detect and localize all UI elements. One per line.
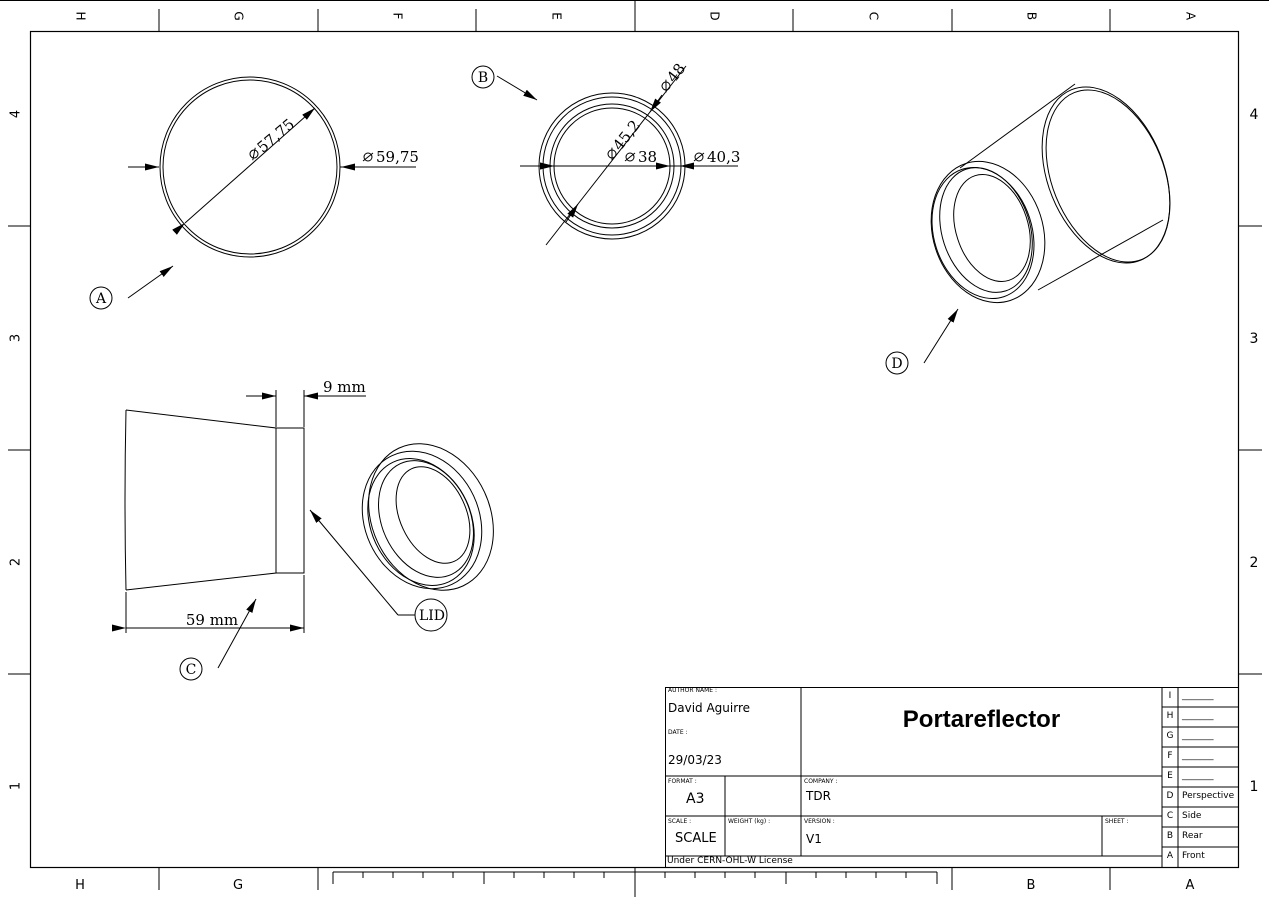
revision-letter-A: A	[1166, 851, 1174, 861]
bottom-col-A: A	[1186, 878, 1195, 893]
top-column-labels: H G F E D C B A	[74, 11, 1198, 21]
diameter-symbol-icon	[363, 152, 373, 162]
view-b-rear	[471, 65, 738, 246]
view-d-perspective	[885, 83, 1171, 375]
dim-38-text: 38	[638, 148, 657, 166]
bottom-col-H: H	[75, 878, 85, 893]
left-row-3: 3	[9, 334, 24, 342]
dim-59mm-text: 59 mm	[186, 611, 238, 629]
view-a-labels: 57,75 59,75 A	[95, 115, 419, 307]
dim-59-75-text: 59,75	[376, 148, 419, 166]
view-c-side	[112, 390, 366, 681]
dim-57-75-text: 57,75	[254, 115, 298, 156]
top-col-B: B	[1025, 12, 1039, 20]
left-row-2: 2	[9, 558, 24, 566]
view-lid	[309, 443, 494, 632]
revision-letter-I: I	[1168, 691, 1172, 701]
revision-letter-D: D	[1166, 791, 1174, 801]
dim-diameter-57-75: 57,75	[249, 115, 298, 161]
bottom-col-G: G	[233, 878, 243, 893]
diameter-symbol-icon	[694, 152, 704, 162]
revision-text-G: _______	[1182, 731, 1214, 741]
weight-label: WEIGHT (kg) :	[728, 818, 771, 825]
author-label: AUTHOR NAME :	[668, 687, 717, 694]
date-value: 29/03/23	[668, 753, 722, 767]
dim-9mm-text: 9 mm	[323, 378, 366, 396]
revision-letter-B: B	[1166, 831, 1174, 841]
diameter-symbol-icon	[607, 149, 617, 159]
sheet-label: SHEET :	[1105, 818, 1129, 825]
revision-text-C: Side	[1182, 811, 1202, 821]
bottom-column-labels: H G B A	[75, 878, 1194, 893]
revision-text-H: _______	[1182, 711, 1214, 721]
right-row-1: 1	[1250, 779, 1259, 795]
left-row-4: 4	[9, 110, 24, 118]
dim-diameter-59-75: 59,75	[362, 148, 419, 166]
callout-d-label: D	[891, 356, 902, 372]
version-label: VERSION :	[804, 818, 835, 825]
company-value: TDR	[806, 789, 831, 803]
callout-c-label: C	[186, 662, 197, 678]
revision-text-E: _______	[1182, 771, 1214, 781]
title-block-frame	[665, 687, 1239, 868]
drawing-title: Portareflector	[902, 706, 1061, 733]
left-row-labels: 4 3 2 1	[9, 110, 24, 790]
right-row-2: 2	[1250, 555, 1259, 571]
revision-text-I: _______	[1182, 691, 1214, 701]
view-c-labels: 9 mm 59 mm C	[186, 378, 366, 678]
view-b-labels: 48 45,2 38 40,3 B	[478, 60, 741, 166]
top-col-G: G	[232, 11, 246, 20]
diameter-symbol-icon	[661, 81, 671, 91]
dim-diameter-38: 38	[624, 148, 657, 166]
top-col-E: E	[550, 12, 564, 20]
dim-40-3-text: 40,3	[707, 148, 740, 166]
callout-lid-label: LID	[419, 608, 445, 624]
right-row-labels: 4 3 2 1	[1250, 107, 1259, 795]
revision-letter-C: C	[1166, 811, 1174, 821]
view-a-front	[89, 76, 416, 310]
top-col-F: F	[391, 13, 405, 20]
license-text: Under CERN-OHL-W License	[667, 856, 793, 866]
right-row-3: 3	[1250, 331, 1259, 347]
left-row-1: 1	[9, 782, 24, 790]
company-label: COMPANY :	[804, 778, 838, 785]
revision-text-F: _______	[1182, 751, 1214, 761]
bottom-col-B: B	[1027, 878, 1036, 893]
revision-letter-H: H	[1166, 711, 1174, 721]
top-col-A: A	[1184, 12, 1198, 21]
version-value: V1	[806, 832, 822, 846]
revision-letter-F: F	[1167, 751, 1173, 761]
dim-diameter-40-3: 40,3	[693, 148, 740, 166]
author-name: David Aguirre	[668, 701, 751, 715]
revision-letter-E: E	[1167, 771, 1173, 781]
scale-label: SCALE :	[668, 818, 692, 825]
format-value: A3	[686, 791, 705, 807]
dim-diameter-48: 48	[661, 60, 689, 93]
top-col-H: H	[74, 11, 88, 20]
diameter-symbol-icon	[625, 152, 635, 162]
diameter-symbol-icon	[249, 149, 259, 159]
revision-text-A: Front	[1182, 851, 1205, 861]
revision-letter-G: G	[1166, 731, 1174, 741]
revision-text-B: Rear	[1182, 831, 1203, 841]
right-row-4: 4	[1250, 107, 1259, 123]
callout-b-label: B	[478, 70, 488, 86]
date-label: DATE :	[668, 729, 688, 736]
revision-text-D: Perspective	[1182, 791, 1235, 801]
top-col-D: D	[708, 11, 722, 20]
scale-value: SCALE	[675, 831, 717, 846]
format-label: FORMAT :	[668, 778, 697, 785]
top-col-C: C	[867, 12, 881, 20]
callout-a-label: A	[95, 291, 107, 307]
